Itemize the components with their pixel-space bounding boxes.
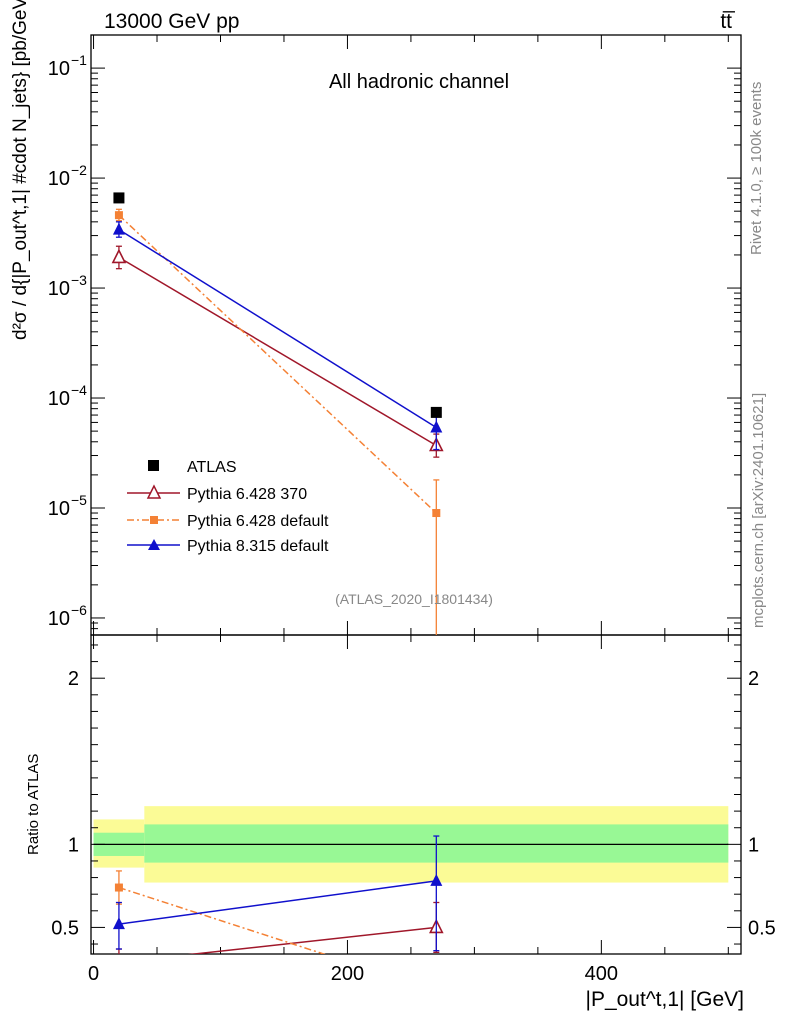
ratio-plot-frame bbox=[90, 634, 742, 955]
series-marker-2-0 bbox=[112, 222, 125, 235]
y-axis-label: d²σ / d{|P_out^t,1| #cdot N_jets} [pb/Ge… bbox=[10, 0, 31, 340]
legend-label-atlas: ATLAS bbox=[187, 459, 237, 476]
ratio-tick-label-right-2: 2 bbox=[748, 668, 759, 690]
y-tick-exponent-1: −5 bbox=[71, 492, 87, 508]
ratio-tick-label-right-0: 0.5 bbox=[748, 917, 776, 939]
ratio-tick-label-left-2: 2 bbox=[68, 668, 79, 690]
ratio-tick-label-left-1: 1 bbox=[68, 834, 79, 856]
rivet-label: Rivet 4.1.0, ≥ 100k events bbox=[748, 82, 765, 255]
data-point-0 bbox=[113, 192, 125, 204]
y-tick-label-5: 10 bbox=[48, 58, 70, 80]
ratio-axis-label: Ratio to ATLAS bbox=[25, 754, 42, 855]
energy-label: 13000 GeV pp bbox=[104, 10, 239, 33]
series-marker-0-0 bbox=[111, 248, 127, 264]
y-tick-label-4: 10 bbox=[48, 168, 70, 190]
y-tick-exponent-3: −3 bbox=[71, 272, 87, 288]
y-tick-label-2: 10 bbox=[48, 388, 70, 410]
y-tick-label-1: 10 bbox=[48, 498, 70, 520]
legend: ATLAS Pythia 6.428 370 Pythia 6.428 defa… bbox=[127, 459, 329, 555]
process-label: tt̅ bbox=[720, 10, 736, 33]
series-line-1 bbox=[118, 214, 437, 514]
legend-marker-pythia6-370 bbox=[146, 484, 162, 499]
legend-label-pythia6-370: Pythia 6.428 370 bbox=[187, 486, 307, 503]
main-plot-series bbox=[111, 192, 444, 635]
analysis-tag: (ATLAS_2020_I1801434) bbox=[335, 591, 493, 607]
ratio-line-1 bbox=[118, 886, 327, 954]
ratio-marker-0-0 bbox=[118, 953, 120, 954]
series-line-0 bbox=[118, 256, 437, 447]
series-marker-1-0 bbox=[114, 211, 123, 220]
ratio-tick-label-right-1: 1 bbox=[748, 834, 759, 856]
legend-marker-atlas bbox=[148, 460, 159, 471]
mcplots-label: mcplots.cern.ch [arXiv:2401.10621] bbox=[750, 393, 767, 628]
ratio-marker-2-1 bbox=[430, 873, 443, 886]
x-tick-label-2: 400 bbox=[585, 963, 618, 985]
y-tick-exponent-4: −2 bbox=[71, 162, 87, 178]
y-tick-exponent-5: −1 bbox=[71, 52, 87, 68]
legend-label-pythia6-default: Pythia 6.428 default bbox=[187, 513, 329, 530]
data-point-1 bbox=[430, 406, 442, 418]
legend-marker-pythia8-default bbox=[148, 539, 160, 550]
ratio-marker-2-0 bbox=[112, 917, 125, 930]
legend-label-pythia8-default: Pythia 8.315 default bbox=[187, 538, 329, 555]
series-marker-2-1 bbox=[430, 420, 443, 433]
ratio-line-2 bbox=[118, 880, 437, 925]
y-tick-label-3: 10 bbox=[48, 278, 70, 300]
y-tick-exponent-0: −6 bbox=[71, 602, 87, 618]
y-tick-label-0: 10 bbox=[48, 608, 70, 630]
chart-title: All hadronic channel bbox=[329, 71, 509, 93]
ratio-line-0 bbox=[187, 926, 437, 954]
y-tick-exponent-2: −4 bbox=[71, 382, 87, 398]
legend-marker-pythia6-default bbox=[150, 516, 158, 524]
ratio-uncertainty-bands bbox=[93, 806, 729, 883]
series-line-2 bbox=[118, 228, 437, 429]
ratio-marker-1-0 bbox=[114, 883, 123, 892]
x-tick-label-0: 0 bbox=[88, 963, 99, 985]
x-axis-label: |P_out^t,1| [GeV] bbox=[585, 988, 744, 1011]
x-tick-label-1: 200 bbox=[331, 963, 364, 985]
ratio-tick-label-left-0: 0.5 bbox=[51, 917, 79, 939]
series-marker-1-1 bbox=[432, 509, 441, 518]
ratio-plot-series bbox=[112, 835, 444, 995]
ratio-marker-1-1 bbox=[432, 987, 440, 995]
